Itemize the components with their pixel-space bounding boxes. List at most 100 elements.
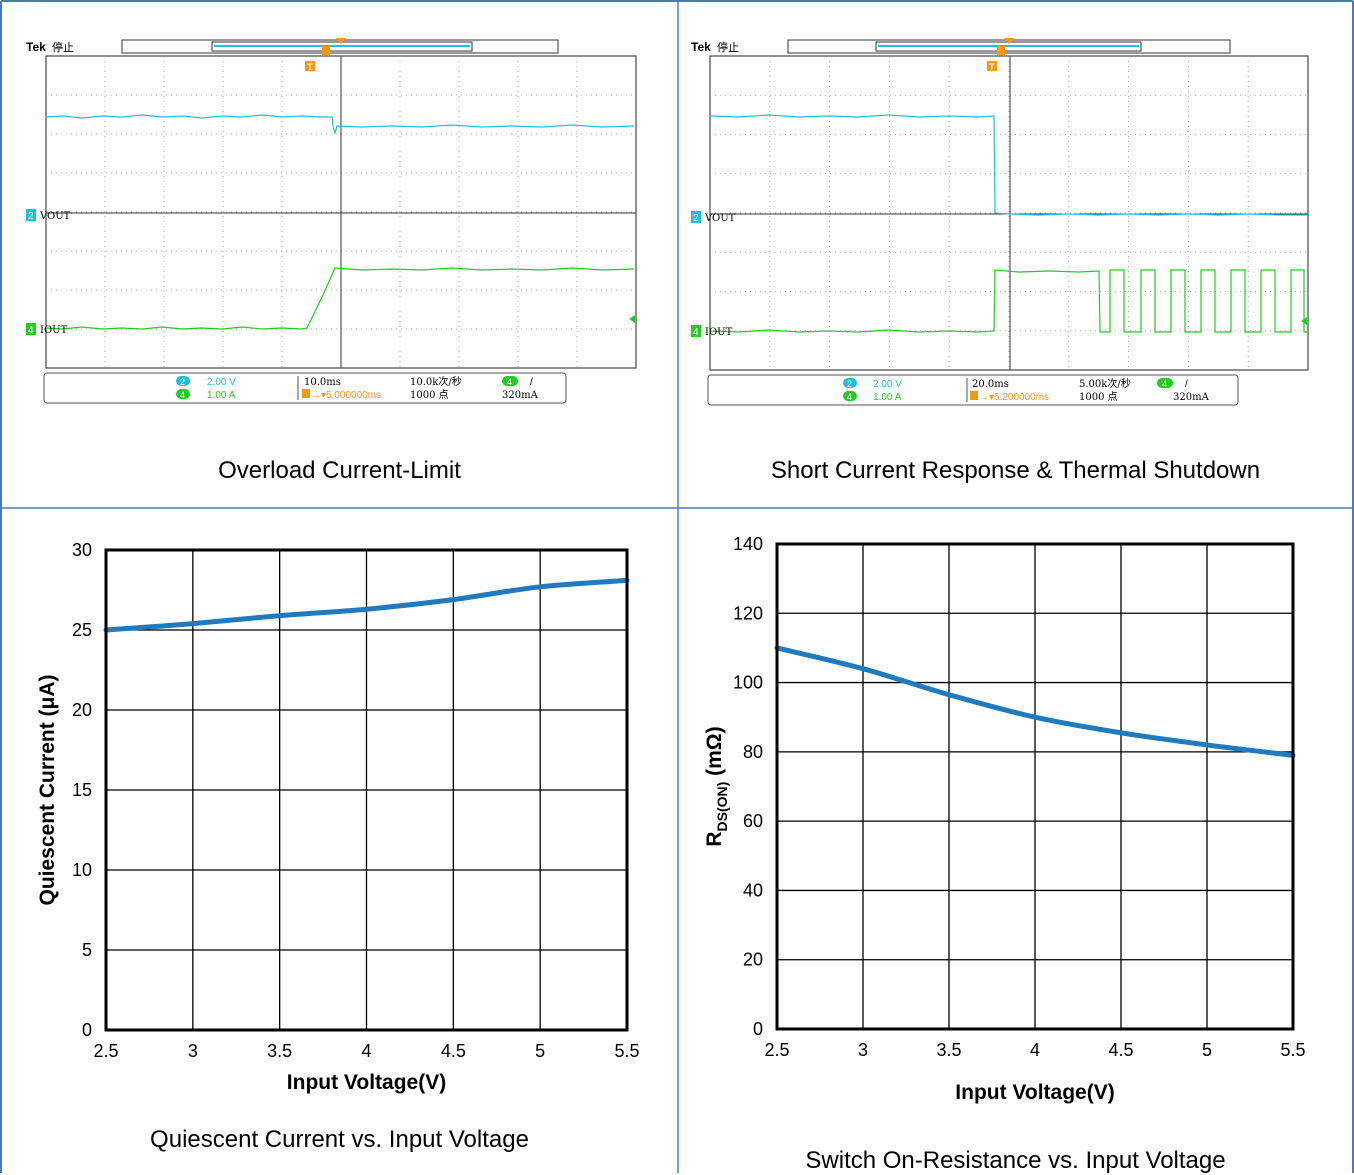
ch4-trigger-level-arrow: [629, 315, 635, 323]
svg-text:5.000000ms: 5.000000ms: [326, 390, 381, 401]
ch4-iout-trace: [709, 269, 1307, 333]
ch2-vout-trace: [45, 114, 635, 136]
x-axis-label: Input Voltage(V): [955, 1081, 1114, 1104]
x-tick-label: 3: [858, 1040, 868, 1060]
x-tick-label: 5.5: [614, 1041, 639, 1061]
timebase-readout: 10.0ms: [304, 377, 341, 388]
scope-status: 停止: [717, 40, 739, 54]
svg-text:5.200000ms: 5.200000ms: [994, 392, 1049, 403]
plot-area-frame: [104, 548, 629, 1032]
svg-text:2: 2: [28, 211, 34, 222]
scope-graticule: [709, 55, 1309, 371]
ch2-label: VOUT: [39, 211, 71, 222]
oscilloscope-capture-short: Tek 停止 T 2 VOUT 4 IOUT 2: [691, 38, 1309, 406]
y-tick-label: 0: [753, 1019, 763, 1039]
plot-area-frame: [775, 542, 1295, 1031]
y-tick-label: 30: [72, 540, 92, 560]
scope-brand: Tek: [26, 40, 46, 54]
trigger-delay-readout: →▾ 5.200000ms: [970, 391, 1049, 403]
y-tick-label: 40: [743, 880, 763, 900]
panel-quiescent-current: 0 5 10 15 20 25 30 2.5 3 3.5 4 4.5 5 5.5 Input Volta…: [2, 509, 677, 1173]
svg-text:2: 2: [180, 377, 185, 387]
x-tick-label: 5: [1202, 1040, 1212, 1060]
caption-short-circuit: Short Current Response & Thermal Shutdow…: [770, 457, 1261, 484]
x-tick-label: 5: [535, 1041, 545, 1061]
series-line-rds-on: [774, 645, 1296, 758]
svg-text:/: /: [1185, 379, 1188, 390]
ch2-ground-marker: 2 VOUT: [26, 209, 71, 222]
y-tick-label: 20: [743, 950, 763, 970]
record-length-readout: 1000 点: [410, 389, 449, 401]
y-axis-label: Quiescent Current (μA): [36, 674, 59, 905]
svg-text:4: 4: [507, 377, 512, 387]
graticule-border: [709, 55, 1309, 371]
trigger-marker-icon: T: [987, 61, 997, 72]
y-tick-label: 0: [82, 1020, 92, 1040]
trigger-delay-readout: →▾ 5.000000ms: [302, 389, 381, 401]
scope-brand: Tek: [691, 40, 711, 54]
trigger-source-readout: 4 / 320mA: [1157, 378, 1210, 403]
series-line-quiescent-current: [103, 577, 630, 633]
ch4-ground-marker: 4 IOUT: [26, 323, 68, 336]
trigger-position-marker: [997, 38, 1014, 55]
y-tick-label: 60: [743, 811, 763, 831]
y-axis-label: RDS(ON) (mΩ): [703, 726, 730, 846]
y-tick-label: 80: [743, 742, 763, 762]
x-tick-label: 4: [361, 1041, 371, 1061]
svg-text:1.00 A: 1.00 A: [207, 390, 236, 401]
x-tick-label: 4.5: [441, 1041, 466, 1061]
svg-text:2.00 V: 2.00 V: [873, 379, 902, 390]
ch4-scale-readout: 4 1.00 A: [176, 389, 236, 401]
x-tick-label: 3.5: [936, 1040, 961, 1060]
x-tick-label: 3: [188, 1041, 198, 1061]
sample-rate-readout: 10.0k次/秒: [410, 375, 462, 388]
ch2-scale-readout: 2 2.00 V: [176, 376, 236, 388]
svg-text:4: 4: [180, 390, 185, 400]
panel-switch-on-resistance: 0 20 40 60 80 100 120 140 2.5 3 3.5 4 4.5 5 5.5 Input…: [679, 509, 1352, 1174]
svg-text:4: 4: [1162, 379, 1167, 389]
x-tick-label: 3.5: [267, 1041, 292, 1061]
svg-text:320mA: 320mA: [1173, 392, 1210, 403]
scope-graticule: [45, 55, 637, 369]
x-tick-label: 2.5: [93, 1041, 118, 1061]
x-axis-label: Input Voltage(V): [287, 1071, 446, 1094]
svg-text:2: 2: [847, 379, 852, 389]
caption-overload: Overload Current-Limit: [218, 457, 461, 484]
y-tick-label: 10: [72, 860, 92, 880]
y-tick-label: 100: [733, 673, 763, 693]
ch2-label: VOUT: [704, 213, 736, 224]
svg-text:4: 4: [28, 325, 34, 336]
ch4-ground-marker: 4 IOUT: [691, 325, 733, 338]
panel-short-current-response: Tek 停止 T 2 VOUT 4 IOUT 2: [679, 2, 1352, 507]
trigger-position-marker: [322, 38, 346, 55]
svg-text:1.00 A: 1.00 A: [873, 392, 902, 403]
chart-grid: [776, 543, 1294, 1030]
ch4-scale-readout: 4 1.00 A: [843, 391, 902, 403]
y-tick-label: 20: [72, 700, 92, 720]
ch4-label: IOUT: [40, 325, 68, 336]
ch4-trigger-level-arrow: [1301, 317, 1307, 325]
chart-quiescent-current: 0 5 10 15 20 25 30 2.5 3 3.5 4 4.5 5 5.5 Input Volta…: [36, 540, 640, 1094]
y-axis-ticks: 0 5 10 15 20 25 30: [72, 540, 92, 1040]
y-tick-label: 25: [72, 620, 92, 640]
x-axis-ticks: 2.5 3 3.5 4 4.5 5 5.5: [93, 1041, 639, 1061]
caption-quiescent-current: Quiescent Current vs. Input Voltage: [150, 1126, 529, 1153]
sample-rate-readout: 5.00k次/秒: [1079, 377, 1131, 390]
svg-text:→▾: →▾: [311, 390, 326, 401]
scope-status: 停止: [52, 40, 74, 54]
oscilloscope-capture-overload: Tek 停止 T 2 VOUT 4 IOUT: [26, 38, 637, 404]
y-tick-label: 5: [82, 940, 92, 960]
record-length-readout: 1000 点: [1079, 391, 1118, 403]
y-axis-ticks: 0 20 40 60 80 100 120 140: [733, 534, 763, 1039]
x-tick-label: 4.5: [1108, 1040, 1133, 1060]
x-tick-label: 2.5: [764, 1040, 789, 1060]
y-tick-label: 120: [733, 603, 763, 623]
ch4-label: IOUT: [705, 327, 733, 338]
x-tick-label: 4: [1030, 1040, 1040, 1060]
x-axis-ticks: 2.5 3 3.5 4 4.5 5 5.5: [764, 1040, 1305, 1060]
ch2-ground-marker: 2 VOUT: [691, 211, 736, 224]
svg-text:2: 2: [693, 213, 699, 224]
y-tick-label: 140: [733, 534, 763, 554]
svg-text:→▾: →▾: [979, 392, 994, 403]
trigger-source-readout: 4 / 320mA: [502, 376, 539, 401]
